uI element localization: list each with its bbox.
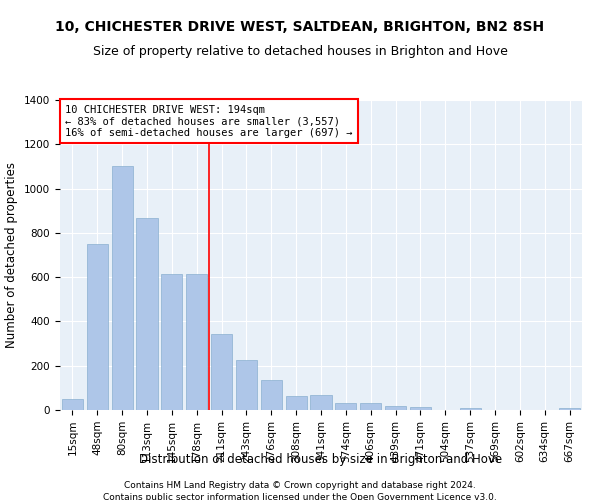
Bar [360, 404, 381, 410]
Bar [161, 274, 182, 410]
Text: Contains public sector information licensed under the Open Government Licence v3: Contains public sector information licen… [103, 492, 497, 500]
Bar [385, 406, 406, 410]
Bar [112, 166, 133, 410]
Bar [87, 244, 108, 410]
Bar [310, 394, 332, 410]
Text: 10 CHICHESTER DRIVE WEST: 194sqm
← 83% of detached houses are smaller (3,557)
16: 10 CHICHESTER DRIVE WEST: 194sqm ← 83% o… [65, 104, 353, 138]
Text: 10, CHICHESTER DRIVE WEST, SALTDEAN, BRIGHTON, BN2 8SH: 10, CHICHESTER DRIVE WEST, SALTDEAN, BRI… [55, 20, 545, 34]
Bar [136, 218, 158, 410]
Bar [559, 408, 580, 410]
Bar [261, 380, 282, 410]
Text: Size of property relative to detached houses in Brighton and Hove: Size of property relative to detached ho… [92, 45, 508, 58]
Y-axis label: Number of detached properties: Number of detached properties [5, 162, 19, 348]
Bar [236, 360, 257, 410]
Text: Distribution of detached houses by size in Brighton and Hove: Distribution of detached houses by size … [139, 452, 503, 466]
Text: Contains HM Land Registry data © Crown copyright and database right 2024.: Contains HM Land Registry data © Crown c… [124, 481, 476, 490]
Bar [186, 274, 207, 410]
Bar [286, 396, 307, 410]
Bar [211, 334, 232, 410]
Bar [410, 406, 431, 410]
Bar [62, 399, 83, 410]
Bar [335, 404, 356, 410]
Bar [460, 408, 481, 410]
